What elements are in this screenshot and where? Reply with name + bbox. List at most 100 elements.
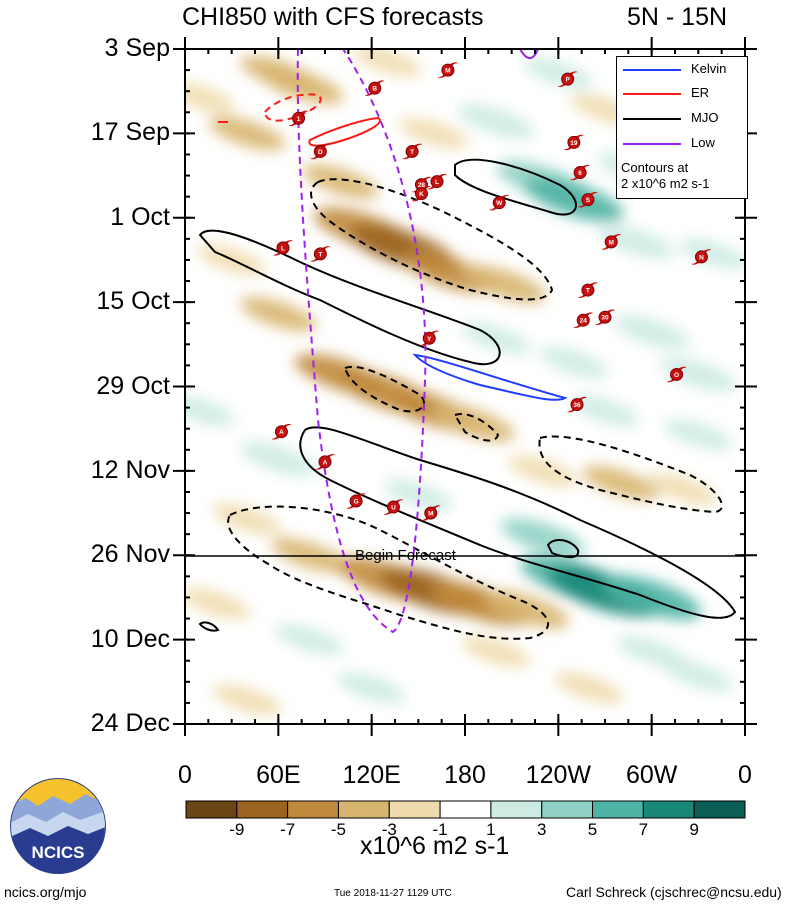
legend-swatch xyxy=(623,69,681,71)
storm-label: D xyxy=(318,149,323,156)
storm-label: M xyxy=(609,239,614,246)
storm-marker: U xyxy=(383,499,404,515)
anomaly-patch xyxy=(617,636,687,668)
colorbar-tick-label: -3 xyxy=(381,820,397,839)
storm-marker: K xyxy=(411,185,432,202)
anomaly-patch xyxy=(663,419,733,451)
storm-marker: B xyxy=(364,80,385,96)
anomaly-patch xyxy=(523,57,593,89)
x-tick-label: 120E xyxy=(342,761,401,789)
colorbar-tick-label: -5 xyxy=(330,820,347,839)
storm-marker: T xyxy=(310,246,331,262)
storm-icon xyxy=(292,111,306,125)
axis-ticks xyxy=(173,37,757,736)
colorbar-swatch xyxy=(388,800,441,819)
legend-item-er: ER xyxy=(621,85,745,103)
storm-icon xyxy=(430,175,444,189)
anomaly-patch xyxy=(648,473,718,505)
anomaly-patch xyxy=(352,49,422,77)
footer-url[interactable]: ncics.org/mjo xyxy=(4,884,87,900)
low-contour xyxy=(519,49,539,59)
legend-item-mjo: MJO xyxy=(621,110,745,128)
colorbar-swatch xyxy=(337,800,390,819)
anomaly-patch xyxy=(240,296,317,332)
storm-marker: L xyxy=(427,173,447,190)
storm-icon xyxy=(318,455,332,469)
storm-marker: M xyxy=(420,505,441,521)
storm-icon xyxy=(581,193,595,207)
storm-icon xyxy=(368,81,382,95)
storm-marker: P xyxy=(557,71,578,87)
storm-marker: T xyxy=(402,143,423,160)
x-tick-label: 120W xyxy=(525,761,591,789)
colorbar-tick-label: -9 xyxy=(229,820,245,839)
anomaly-patch xyxy=(302,164,379,199)
chart-title: CHI850 with CFS forecasts xyxy=(182,3,484,31)
storm-icon xyxy=(598,310,612,324)
low-contour xyxy=(296,49,427,634)
storm-icon xyxy=(694,250,708,264)
colorbar-units: x10^6 m2 s-1 xyxy=(360,832,510,860)
colorbar xyxy=(185,800,746,819)
anomaly-patch xyxy=(208,116,286,151)
colorbar-swatch xyxy=(185,800,238,819)
kelvin-contour xyxy=(412,353,568,401)
storm-icon xyxy=(274,425,288,439)
anomaly-patch xyxy=(430,403,515,442)
x-tick-label: 0 xyxy=(178,761,192,789)
anomaly-patch xyxy=(337,672,407,704)
storm-icon xyxy=(492,196,506,210)
y-tick-label: 3 Sep xyxy=(104,34,170,62)
anomaly-patch xyxy=(185,395,235,427)
legend-label: ER xyxy=(691,85,710,100)
storm-label: O xyxy=(674,372,679,379)
mjo-contour-negative xyxy=(227,505,550,640)
storm-label: N xyxy=(699,254,704,261)
storm-label: M xyxy=(445,68,450,75)
mjo-contour-positive xyxy=(198,621,220,632)
anomaly-patch xyxy=(500,518,585,557)
storm-marker: Y xyxy=(419,330,440,347)
storm-icon xyxy=(561,72,575,86)
storm-marker: 24 xyxy=(573,312,594,329)
legend-swatch xyxy=(623,143,681,145)
storm-marker: L xyxy=(273,240,293,256)
colorbar-swatch xyxy=(236,800,289,819)
storm-marker: A xyxy=(315,454,335,470)
y-tick-label: 15 Oct xyxy=(96,287,170,316)
anomaly-patch xyxy=(613,315,690,350)
storm-label: L xyxy=(435,179,439,186)
mjo-contour-negative xyxy=(453,413,500,442)
storm-marker: A xyxy=(271,423,292,440)
colorbar-tick-label: -1 xyxy=(432,820,448,839)
storm-label: G xyxy=(354,499,359,506)
anomaly-patch xyxy=(240,441,317,477)
x-tick-label: 60E xyxy=(256,761,301,789)
anomaly-patch xyxy=(259,66,344,105)
storm-marker: 30 xyxy=(595,309,615,325)
storm-marker: S xyxy=(577,191,598,208)
colorbar-swatch xyxy=(439,800,492,819)
legend-swatch xyxy=(623,118,681,120)
footer-timestamp: Tue 2018-11-27 1129 UTC xyxy=(334,888,452,899)
storm-label: 24 xyxy=(580,318,588,325)
anomaly-patch xyxy=(597,224,675,260)
mjo-contour-positive xyxy=(454,158,577,216)
contour-note-line: 2 x10^6 m2 s-1 xyxy=(621,176,710,191)
storm-marker: M xyxy=(601,234,622,250)
storm-marker: 36 xyxy=(567,396,587,413)
storm-label: 28 xyxy=(418,182,426,189)
storm-label: T xyxy=(586,288,590,295)
colorbar-swatch xyxy=(592,800,644,819)
storm-label: B xyxy=(372,86,377,93)
storm-label: T xyxy=(318,251,322,258)
x-tick-label: 60W xyxy=(625,761,678,789)
y-tick-label: 10 Dec xyxy=(90,624,170,653)
anomaly-patch xyxy=(508,455,578,487)
colorbar-tick-label: 9 xyxy=(689,820,699,839)
ncics-logo: NCICS xyxy=(10,778,106,874)
storm-label: 6 xyxy=(578,170,582,177)
y-tick-label: 1 Oct xyxy=(110,202,170,231)
storm-label: M xyxy=(428,511,433,518)
colorbar-tick-label: -7 xyxy=(280,820,296,839)
